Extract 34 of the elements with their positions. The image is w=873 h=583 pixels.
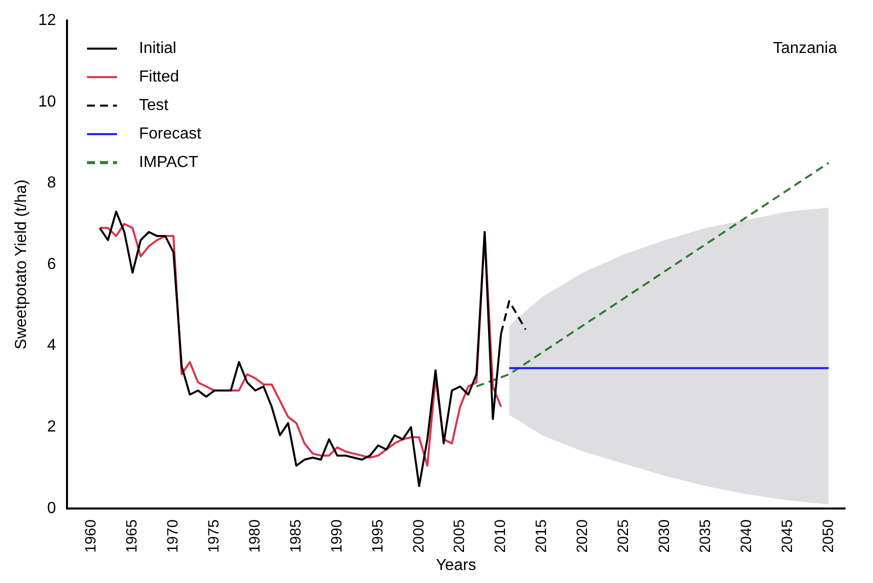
x-tick-label: 1975 xyxy=(206,519,223,553)
x-tick-label: 2050 xyxy=(820,519,837,553)
x-tick-label: 1970 xyxy=(164,519,182,553)
x-tick-label: 1980 xyxy=(246,519,264,553)
x-tick-label: 2025 xyxy=(615,519,632,553)
x-tick-label: 2020 xyxy=(574,519,592,553)
legend-label: Initial xyxy=(138,40,176,58)
x-tick-label: 1985 xyxy=(287,519,304,553)
annotation: Tanzania xyxy=(772,40,838,58)
x-tick-label: 1990 xyxy=(328,519,346,553)
y-tick-label: 12 xyxy=(38,12,56,30)
x-tick-label: 2040 xyxy=(738,519,755,553)
y-tick-label: 2 xyxy=(47,418,56,436)
x-tick-label: 2035 xyxy=(696,519,714,553)
x-tick-label: 1965 xyxy=(124,519,141,553)
y-tick-label: 0 xyxy=(47,500,56,517)
legend-label: Test xyxy=(138,97,169,114)
y-tick-label: 10 xyxy=(38,93,56,110)
x-tick-label: 2045 xyxy=(778,519,796,553)
y-axis-title: Sweetpotato Yield (t/ha) xyxy=(13,180,30,350)
legend-label: Fitted xyxy=(138,68,180,86)
x-tick-label: 2030 xyxy=(656,519,673,553)
x-tick-label: 2005 xyxy=(451,519,468,553)
legend-label: Forecast xyxy=(138,126,202,143)
legend-label: IMPACT xyxy=(138,154,198,172)
x-axis-title: Years xyxy=(436,556,476,574)
x-tick-label: 1995 xyxy=(369,519,386,553)
x-tick-label: 2015 xyxy=(533,519,550,553)
y-tick-label: 4 xyxy=(47,337,56,354)
y-tick-label: 8 xyxy=(47,174,56,192)
x-tick-label: 2010 xyxy=(492,519,510,553)
x-tick-label: 1960 xyxy=(82,519,100,553)
x-tick-label: 2000 xyxy=(410,519,428,553)
y-tick-label: 6 xyxy=(47,256,56,273)
